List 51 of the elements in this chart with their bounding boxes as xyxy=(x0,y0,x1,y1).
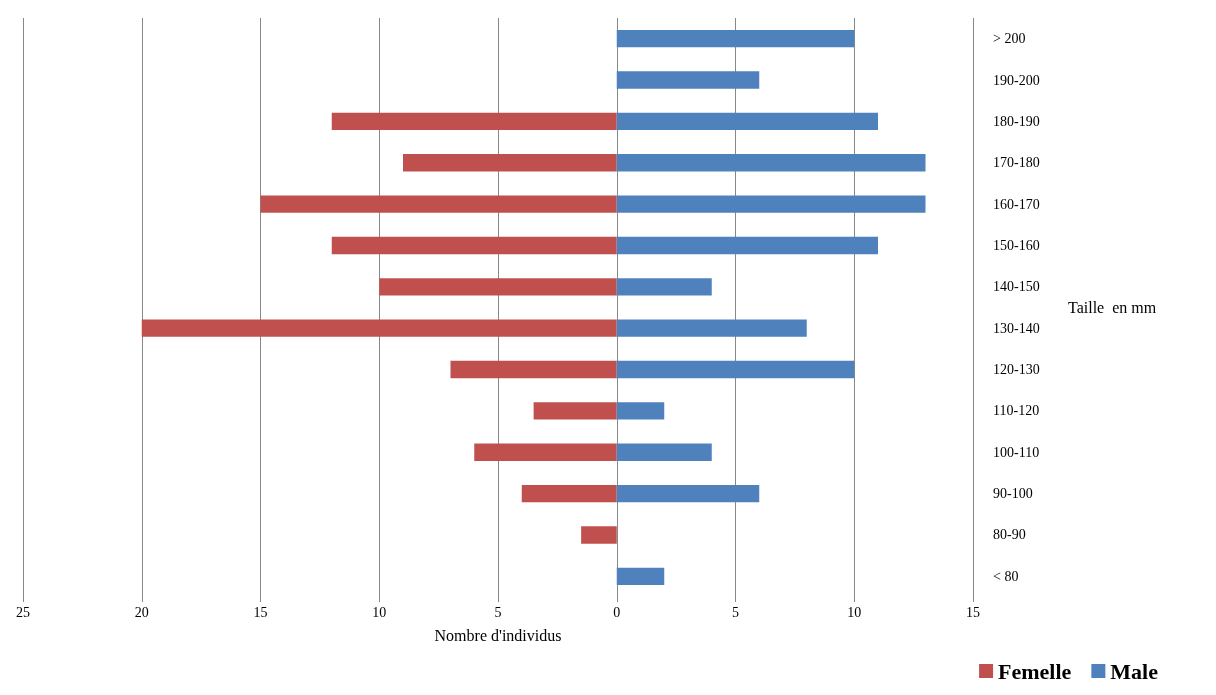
x-tick-label: 0 xyxy=(613,604,621,620)
y-tick-label: 170-180 xyxy=(993,155,1040,171)
bar xyxy=(260,195,617,213)
bar xyxy=(616,71,760,89)
x-tick-label: 10 xyxy=(372,604,387,620)
bar xyxy=(141,319,617,337)
bar xyxy=(521,484,617,503)
y-tick-label: 120-130 xyxy=(993,362,1040,378)
x-tick-label: 15 xyxy=(253,604,268,620)
y-tick-label: 190-200 xyxy=(993,72,1040,88)
bar xyxy=(379,278,617,296)
bar xyxy=(616,319,807,337)
legend-label: Femelle xyxy=(998,658,1072,684)
bar xyxy=(331,112,617,131)
x-axis-title: Nombre d'individus xyxy=(434,626,562,644)
y-axis-title: Taille en mm xyxy=(1068,299,1157,316)
bar xyxy=(450,360,617,379)
bar xyxy=(616,360,855,379)
bar xyxy=(533,402,617,420)
bar xyxy=(616,29,855,48)
y-tick-label: 140-150 xyxy=(993,279,1040,295)
y-tick-label: < 80 xyxy=(993,568,1019,584)
y-tick-label: > 200 xyxy=(993,31,1026,47)
bar xyxy=(581,526,617,544)
bar xyxy=(616,278,712,296)
x-tick-label: 25 xyxy=(16,604,30,620)
y-tick-label: 130-140 xyxy=(993,320,1040,336)
x-tick-label: 5 xyxy=(494,604,502,620)
bar xyxy=(616,484,760,503)
bar xyxy=(331,236,617,255)
bar xyxy=(403,154,617,172)
y-tick-label: 180-190 xyxy=(993,113,1040,129)
bar xyxy=(616,236,878,255)
bar xyxy=(616,195,926,213)
y-tick-label: 110-120 xyxy=(993,403,1040,419)
x-tick-label: 5 xyxy=(732,604,739,620)
y-tick-label: 150-160 xyxy=(993,237,1040,253)
x-tick-label: 15 xyxy=(966,604,980,620)
x-tick-label: 10 xyxy=(847,604,862,620)
bar xyxy=(616,154,926,172)
x-tick-label: 20 xyxy=(134,604,149,620)
bar xyxy=(616,112,878,131)
y-tick-label: 80-90 xyxy=(993,527,1026,543)
bar xyxy=(474,443,617,461)
bar xyxy=(616,567,665,586)
bar xyxy=(616,443,712,461)
y-tick-label: 90-100 xyxy=(993,486,1033,502)
legend-label: Male xyxy=(1110,658,1159,684)
y-tick-label: 160-170 xyxy=(993,196,1040,212)
y-tick-label: 100-110 xyxy=(993,444,1040,460)
bar xyxy=(616,402,665,420)
